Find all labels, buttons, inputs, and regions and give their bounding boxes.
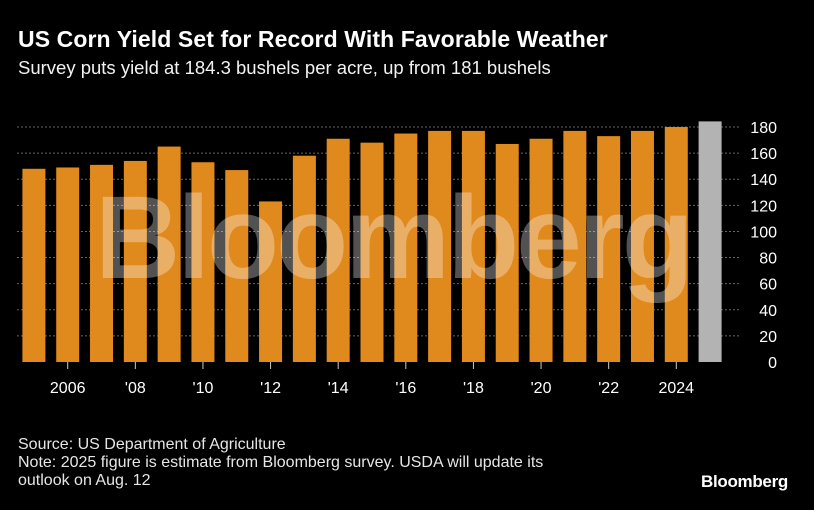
y-axis-labels: 0 20 40 60 80 100 120 140 160 180 <box>750 120 777 372</box>
y-tick-label: 100 <box>750 224 777 241</box>
x-tick-label: '18 <box>463 380 484 397</box>
estimate-note-line-1: Note: 2025 figure is estimate from Bloom… <box>18 454 544 471</box>
bar-2013 <box>292 155 316 362</box>
y-tick-label: 60 <box>759 277 777 294</box>
y-tick-label: 0 <box>768 355 777 372</box>
bar-2024 <box>664 127 688 362</box>
estimate-note-line-2: outlook on Aug. 12 <box>18 472 151 489</box>
y-tick-label: 160 <box>750 146 777 163</box>
bar-estimate-2025 <box>698 121 722 362</box>
footer-notes: Source: US Department of Agriculture Not… <box>18 436 678 490</box>
bar-2021 <box>563 130 587 362</box>
bar-2019 <box>495 143 519 362</box>
y-tick-label: 120 <box>750 198 777 215</box>
bar-2018 <box>461 130 485 362</box>
bar-2022 <box>597 136 621 362</box>
x-tick-label: 2006 <box>50 380 86 397</box>
x-tick-label: '10 <box>193 380 214 397</box>
y-tick-label: 180 <box>750 120 777 137</box>
x-tick-label: '20 <box>531 380 552 397</box>
bar-2017 <box>428 130 452 362</box>
bloomberg-logo: Bloomberg <box>700 472 788 491</box>
x-tick-label: 2024 <box>658 380 694 397</box>
bar-2009 <box>157 146 181 362</box>
bar-2016 <box>394 133 418 362</box>
bar-2014 <box>326 138 350 362</box>
bar-2007 <box>90 164 114 362</box>
x-tick-label: '12 <box>260 380 281 397</box>
x-tick-label: '16 <box>395 380 416 397</box>
x-tick-label: '08 <box>125 380 146 397</box>
y-tick-label: 20 <box>759 329 777 346</box>
bar-2012 <box>259 201 283 362</box>
chart-subtitle: Survey puts yield at 184.3 bushels per a… <box>18 57 551 78</box>
bar-2020 <box>529 138 553 362</box>
bar-chart: 0 20 40 60 80 100 120 140 160 180 2006 '08 '10 '12 '1… <box>17 120 777 397</box>
bar-2006 <box>56 167 80 362</box>
bar-2011 <box>225 170 249 362</box>
bar-2015 <box>360 142 384 362</box>
bars <box>22 121 722 362</box>
bar-2008 <box>123 160 147 362</box>
source-note: Source: US Department of Agriculture <box>18 436 286 453</box>
bar-2005 <box>22 168 46 362</box>
bar-2010 <box>191 162 215 362</box>
x-axis-ticks: 2006 '08 '10 '12 '14 '16 '18 '20 '22 2024 <box>50 362 694 397</box>
y-tick-label: 80 <box>759 251 777 268</box>
x-tick-label: '22 <box>598 380 619 397</box>
y-tick-label: 140 <box>750 172 777 189</box>
y-tick-label: 40 <box>759 303 777 320</box>
chart-title: US Corn Yield Set for Record With Favora… <box>18 26 608 52</box>
x-tick-label: '14 <box>328 380 349 397</box>
bar-2023 <box>630 130 654 362</box>
